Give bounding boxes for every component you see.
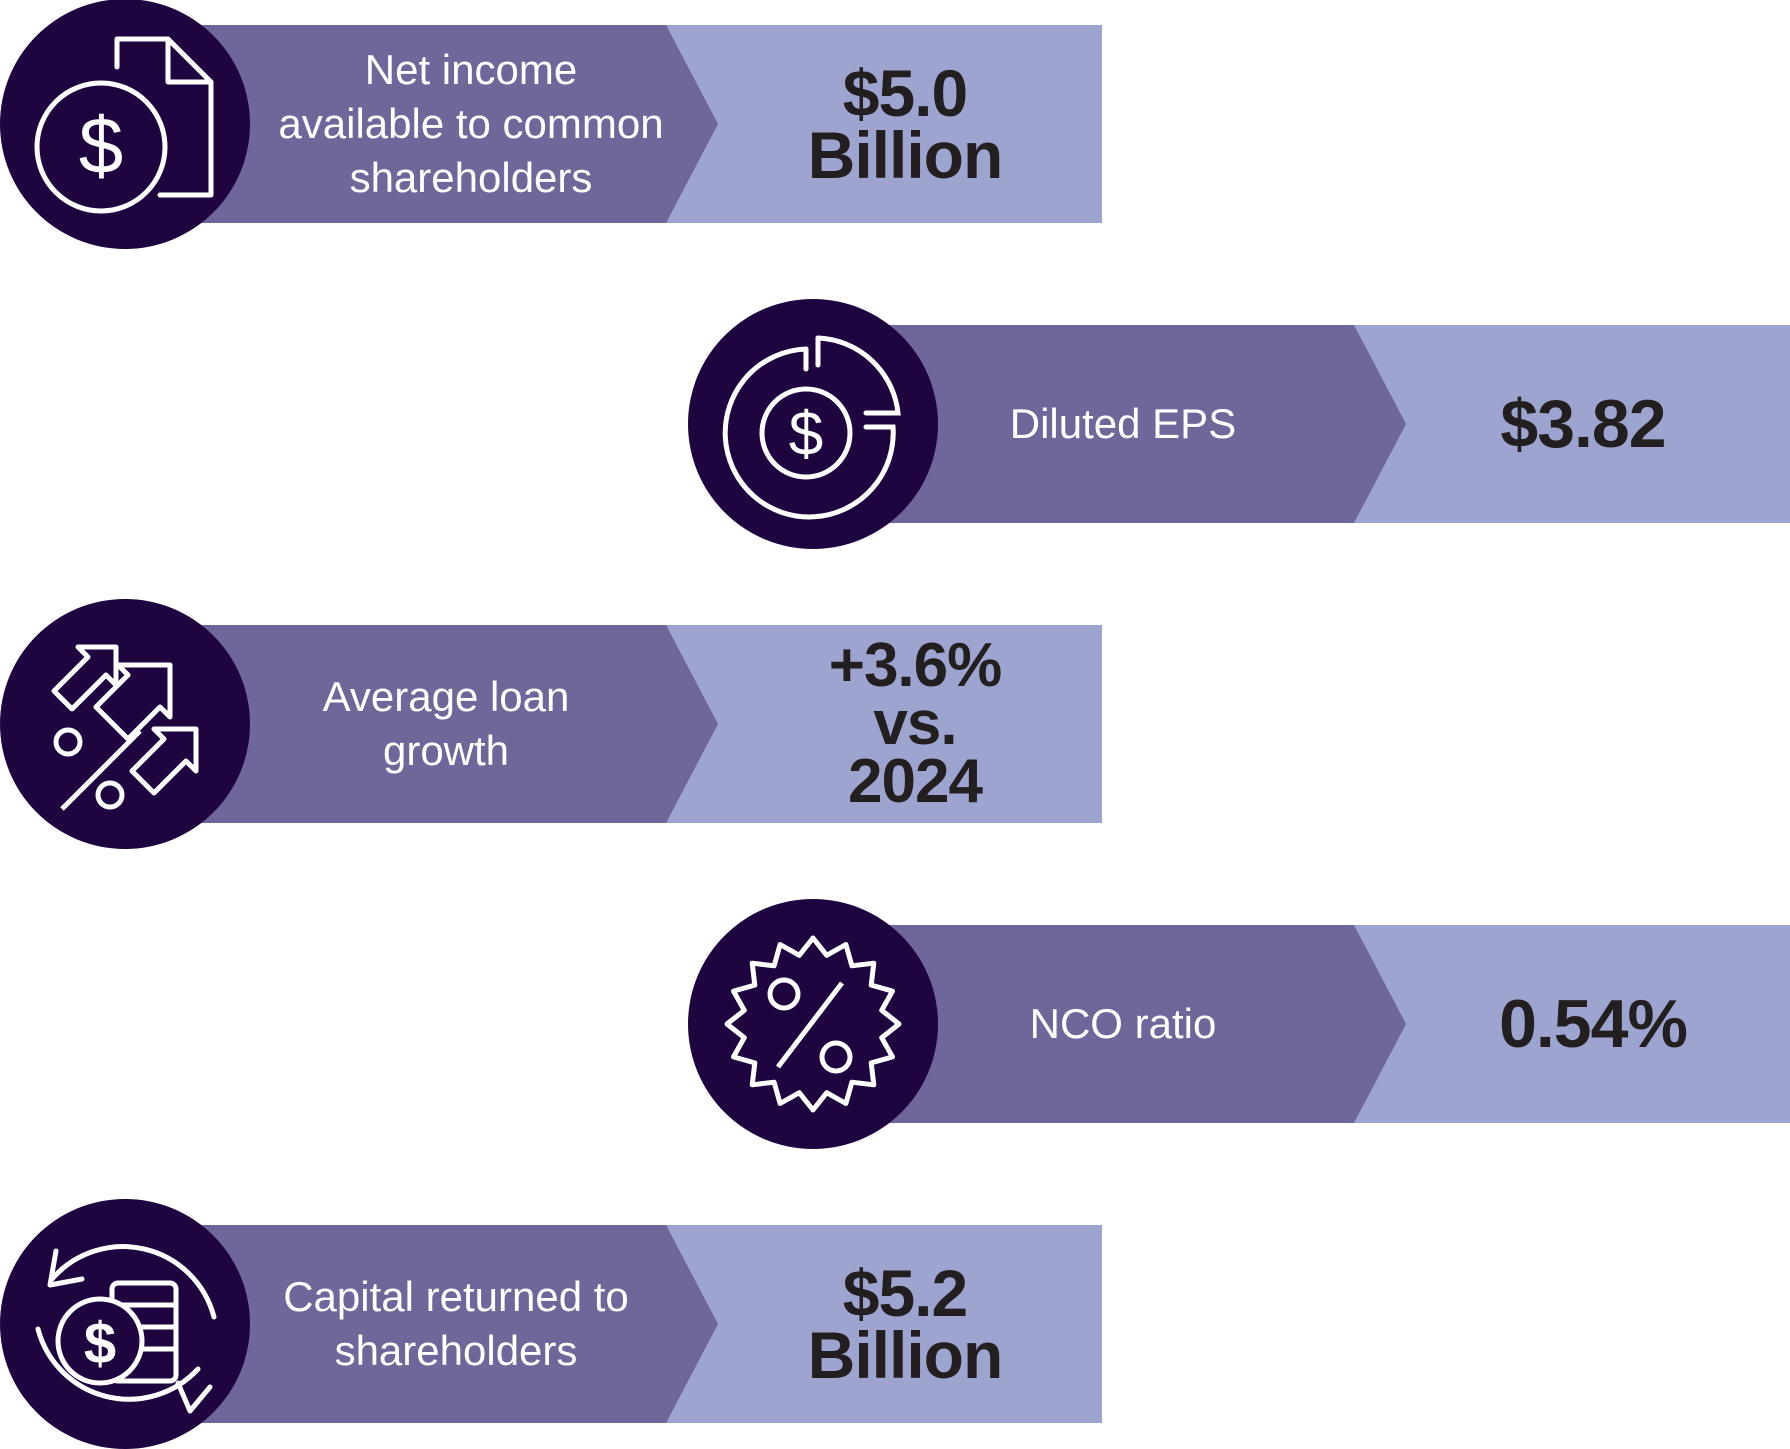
metric-nco-ratio: NCO ratio 0.54% [688,899,1790,1149]
metric-value: +3.6% vs. 2024 [828,631,1003,816]
metric-label: NCO ratio [1029,1000,1217,1047]
metric-label: Capital returned to shareholders [283,1273,629,1374]
svg-text:$: $ [84,1311,116,1376]
value-band [1354,325,1790,523]
percent-badge-icon [688,899,938,1149]
metric-diluted-eps: $ Diluted EPS $3.82 [688,299,1790,549]
metric-label: Average loan growth [322,673,570,774]
chevron-arrow [666,25,718,223]
value-band [666,625,1102,823]
metric-value: $5.2 Billion [807,1256,1004,1392]
dollar-pie-chart-icon: $ [688,299,938,549]
metric-value: $3.82 [1500,386,1666,462]
value-band [1354,925,1790,1123]
metric-net-income: $ Net income available to common shareho… [0,0,1102,249]
dollar-coins-cycle-icon: $ [0,1199,250,1449]
metric-average-loan-growth: Average loan growth +3.6% vs. 2024 [0,599,1102,849]
metric-value: 0.54% [1499,986,1688,1062]
chevron-arrow [1354,925,1406,1123]
value-band [666,25,1102,223]
svg-text:$: $ [789,400,823,469]
metric-value: $5.0 Billion [807,56,1004,192]
percent-arrows-icon [0,599,250,849]
metric-label: Diluted EPS [1009,400,1237,447]
chevron-arrow [666,625,718,823]
svg-text:$: $ [79,101,124,190]
value-band [666,1225,1102,1423]
chevron-arrow [666,1225,718,1423]
metric-label: Net income available to common sharehold… [278,46,664,201]
metric-capital-returned: $ Capital returned to shareholders $5.2 … [0,1199,1102,1449]
document-dollar-icon: $ [0,0,250,249]
chevron-arrow [1354,325,1406,523]
